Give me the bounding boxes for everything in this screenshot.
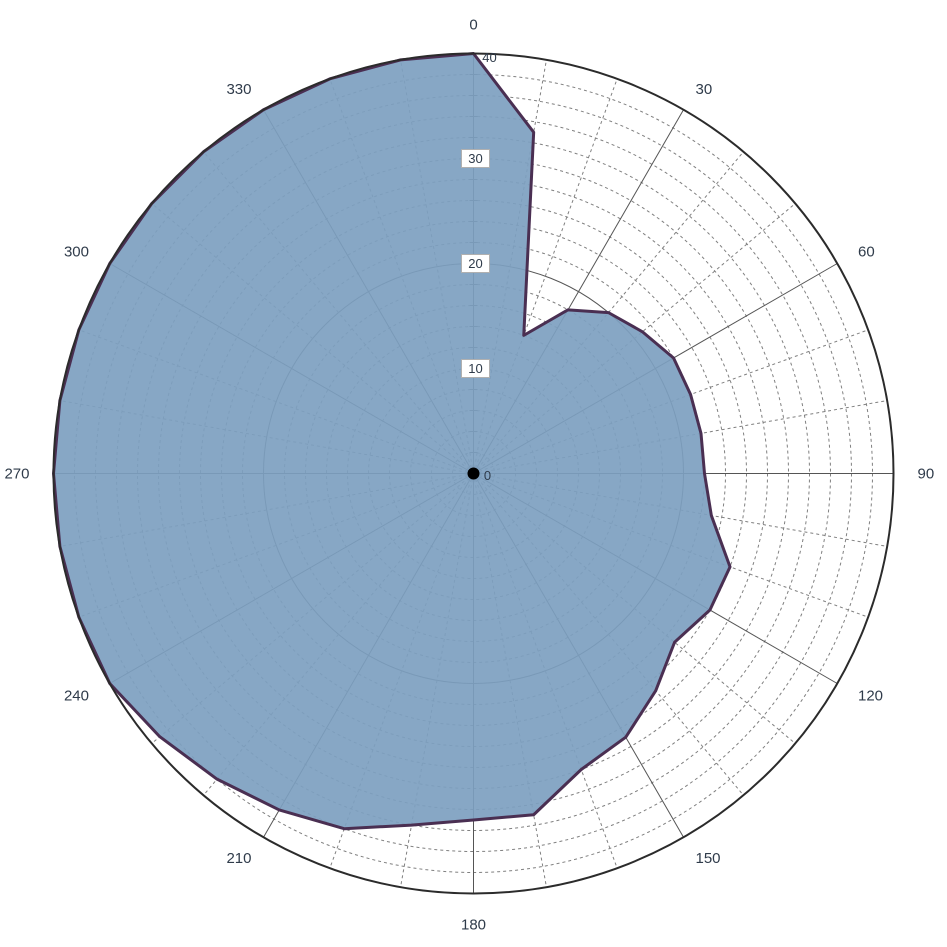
svg-text:300: 300 bbox=[64, 244, 89, 261]
polar-chart: 0 10 20 30 40 0 30 60 90 120 150 180 210 240 270 300 330 bbox=[0, 0, 947, 947]
svg-text:90: 90 bbox=[918, 466, 935, 483]
svg-text:210: 210 bbox=[226, 850, 251, 867]
polar-chart-svg: 0 10 20 30 40 0 30 60 90 120 150 180 210 240 270 300 330 bbox=[0, 0, 947, 947]
svg-text:0: 0 bbox=[469, 17, 477, 34]
svg-text:180: 180 bbox=[461, 917, 486, 934]
svg-text:240: 240 bbox=[64, 688, 89, 705]
svg-text:10: 10 bbox=[468, 361, 482, 376]
svg-text:270: 270 bbox=[4, 466, 29, 483]
svg-text:20: 20 bbox=[468, 256, 482, 271]
svg-text:30: 30 bbox=[696, 81, 713, 98]
svg-text:0: 0 bbox=[484, 468, 491, 483]
svg-text:120: 120 bbox=[858, 688, 883, 705]
svg-text:330: 330 bbox=[226, 81, 251, 98]
svg-text:30: 30 bbox=[468, 151, 482, 166]
svg-text:40: 40 bbox=[482, 50, 496, 65]
svg-text:150: 150 bbox=[696, 850, 721, 867]
svg-text:60: 60 bbox=[858, 244, 875, 261]
